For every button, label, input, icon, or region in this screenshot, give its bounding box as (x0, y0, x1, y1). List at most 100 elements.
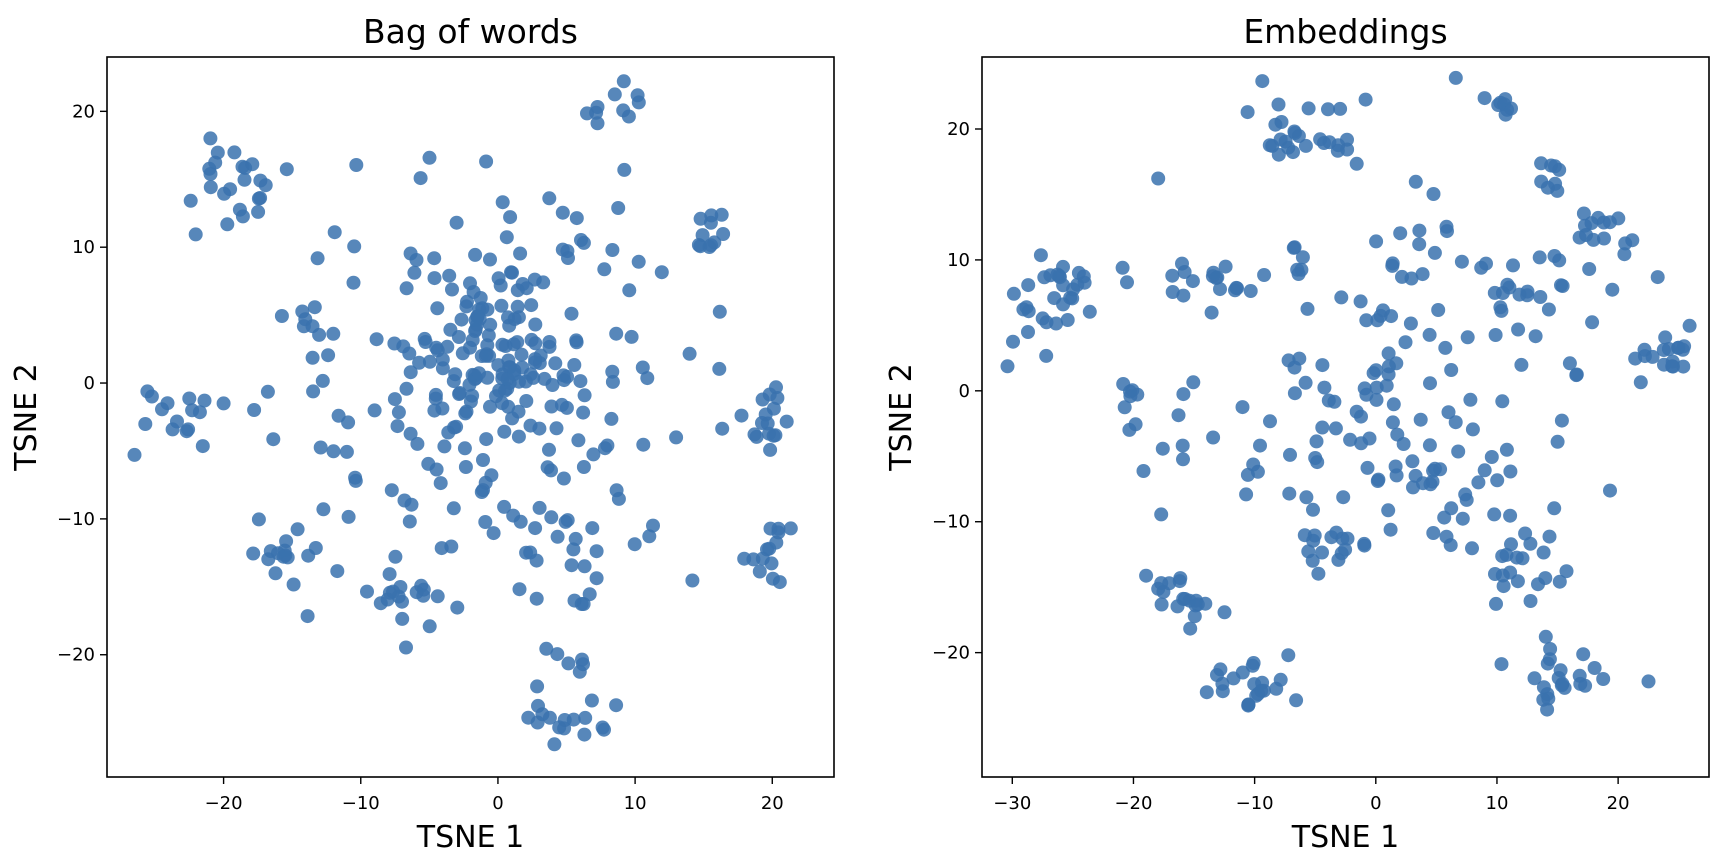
y-tick-label: 10 (947, 250, 970, 271)
data-point (1543, 642, 1558, 656)
data-point (630, 88, 645, 103)
data-point (1393, 226, 1408, 241)
data-point (339, 444, 354, 459)
data-point (1309, 434, 1324, 449)
data-point (1494, 657, 1509, 672)
data-point (455, 346, 470, 361)
data-point (548, 356, 563, 371)
data-point (1490, 473, 1505, 488)
data-point (390, 419, 405, 434)
data-point (430, 589, 445, 604)
data-point (1441, 405, 1456, 420)
data-point (1386, 397, 1401, 412)
data-point (1500, 277, 1515, 292)
data-point (547, 737, 562, 752)
data-point (1408, 174, 1423, 189)
data-point (486, 526, 501, 541)
data-point (636, 437, 651, 452)
data-point (556, 471, 571, 486)
data-point (1327, 394, 1342, 409)
data-point (1576, 206, 1591, 221)
data-point (308, 541, 323, 555)
data-point (1569, 368, 1584, 383)
y-tick-label: 20 (947, 119, 970, 140)
data-point (479, 347, 494, 362)
y-axis-ticks: −20 −10 0 10 20 (57, 101, 107, 666)
data-point (1289, 693, 1304, 708)
data-point (1170, 599, 1185, 614)
data-point (1240, 467, 1255, 482)
data-point (1408, 468, 1423, 483)
data-point (1656, 343, 1671, 357)
data-point (1444, 363, 1459, 377)
data-point (1305, 553, 1320, 568)
data-point (1641, 674, 1656, 689)
data-point (1315, 420, 1330, 435)
data-point (327, 225, 342, 240)
data-point (1334, 290, 1349, 305)
data-point (1479, 256, 1493, 271)
data-point (397, 493, 412, 508)
data-point (1587, 661, 1602, 675)
data-point (195, 439, 210, 454)
data-point (526, 370, 541, 385)
data-point (1271, 97, 1286, 112)
data-point (1358, 92, 1373, 107)
data-point (1050, 267, 1065, 282)
data-point (1596, 672, 1611, 686)
data-point (542, 710, 557, 725)
data-point (1239, 487, 1254, 502)
data-point (1263, 414, 1277, 429)
data-point (1343, 432, 1358, 447)
data-point (1422, 327, 1437, 342)
data-point (1489, 596, 1503, 611)
data-point (1311, 566, 1326, 581)
data-point (764, 556, 779, 571)
data-point (1171, 408, 1186, 423)
data-point (1439, 529, 1454, 544)
data-point (1405, 454, 1420, 469)
data-point (1503, 508, 1518, 523)
data-point (1650, 270, 1665, 285)
data-point (251, 204, 266, 219)
data-point (1666, 359, 1680, 374)
data-point (1175, 256, 1189, 271)
data-point (1458, 487, 1473, 502)
data-point (427, 271, 442, 286)
data-point (631, 254, 646, 269)
data-point (427, 251, 442, 266)
data-point (367, 403, 382, 418)
data-point (1625, 233, 1640, 248)
data-point (1246, 457, 1261, 472)
data-point (577, 727, 592, 742)
data-point (597, 262, 612, 277)
data-point (576, 405, 591, 420)
data-point (442, 268, 457, 283)
embeddings-panel: Embeddings −30 −20 −10 0 10 20 −20 −10 0 10 20 TS… (884, 12, 1710, 854)
data-point (387, 336, 402, 351)
data-point (1463, 392, 1478, 407)
data-point (247, 403, 262, 417)
y-tick-label: −10 (932, 512, 970, 533)
data-point (1528, 329, 1543, 344)
data-point (1299, 490, 1314, 505)
data-point (428, 387, 443, 402)
y-tick-label: 10 (72, 237, 95, 258)
data-point (1460, 330, 1475, 345)
x-tick-label: −10 (1236, 793, 1274, 814)
data-point (542, 442, 556, 457)
data-point (515, 277, 530, 291)
data-point (1151, 171, 1166, 186)
data-point (691, 238, 706, 252)
data-point (577, 559, 592, 574)
data-point (1128, 417, 1143, 432)
data-point (246, 546, 261, 561)
data-point (539, 641, 554, 656)
data-point (513, 514, 528, 529)
data-point (704, 208, 719, 223)
data-point (1213, 282, 1227, 297)
x-axis-ticks: −20 −10 0 10 20 (205, 777, 784, 814)
data-point (550, 529, 565, 544)
data-point (585, 521, 600, 536)
data-point (1120, 275, 1134, 290)
